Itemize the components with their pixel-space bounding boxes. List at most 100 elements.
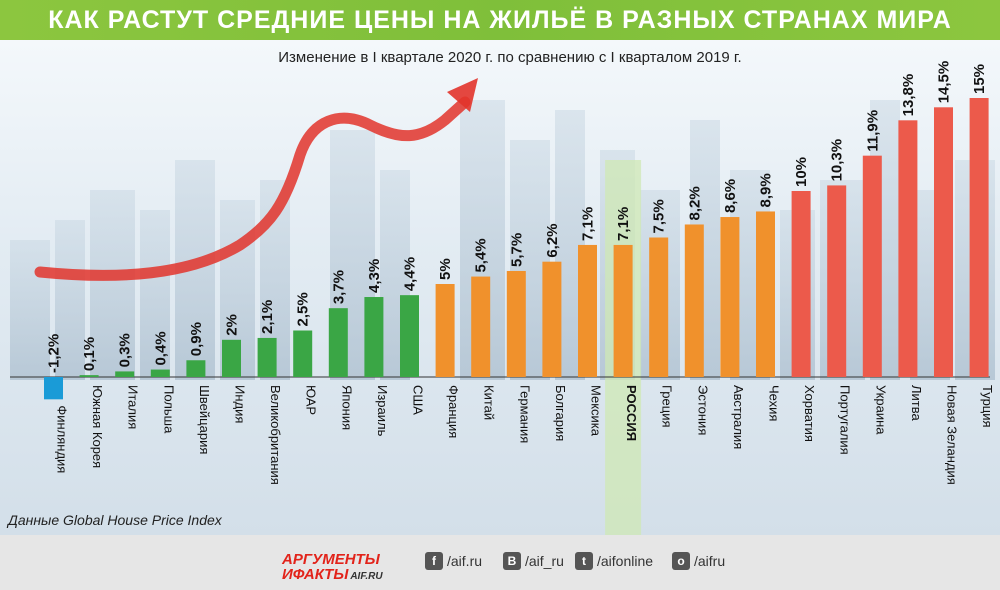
bar-россия	[613, 244, 633, 377]
social-odnoklassniki[interactable]: o /aifru	[672, 551, 725, 571]
bar-италия	[115, 371, 135, 377]
bar-чехия	[756, 211, 775, 377]
bar-китай	[471, 276, 491, 377]
value-label-болгария: 6,2%	[544, 223, 561, 257]
aif-logo-domain: AIF.RU	[350, 571, 383, 582]
facebook-handle: /aif.ru	[447, 553, 483, 569]
category-label-швейцария: Швейцария	[197, 385, 212, 454]
value-label-португалия: 10,3%	[829, 139, 846, 182]
value-label-великобритания: 2,1%	[259, 300, 276, 334]
value-labels: -1,2% 0,1% 0,3% 0,4% 0,9% 2% 2,1% 2,5% 3,7% 4,3% 4…	[46, 61, 989, 373]
bar-литва	[898, 120, 918, 377]
value-label-швейцария: 0,9%	[188, 322, 205, 356]
aif-logo-line1: АРГУМЕНТЫ	[282, 551, 380, 568]
bar-болгария	[542, 261, 562, 377]
twitter-icon: t	[575, 552, 593, 570]
category-label-австралия: Австралия	[731, 385, 746, 449]
chart-title: КАК РАСТУТ СРЕДНИЕ ЦЕНЫ НА ЖИЛЬЁ В РАЗНЫ…	[48, 6, 952, 34]
category-label-израиль: Израиль	[375, 385, 390, 437]
bar-франция	[435, 284, 455, 377]
bar-юар	[293, 330, 313, 377]
category-label-китай: Китай	[482, 385, 497, 420]
value-label-австралия: 8,6%	[722, 179, 739, 213]
title-bar	[0, 0, 1000, 40]
chart-area: Изменение в I квартале 2020 г. по сравне…	[0, 40, 1000, 535]
vk-handle: /aif_ru	[525, 553, 564, 569]
trend-arrow	[34, 96, 471, 281]
category-label-франция: Франция	[446, 385, 461, 438]
social-facebook[interactable]: f /aif.ru	[425, 551, 482, 571]
social-vk[interactable]: B /aif_ru	[503, 551, 564, 571]
value-label-юар: 2,5%	[295, 292, 312, 326]
bar-турция	[969, 98, 989, 377]
category-label-чехия: Чехия	[767, 385, 782, 421]
category-label-финляндия: Финляндия	[55, 405, 70, 473]
value-label-индия: 2%	[224, 314, 241, 336]
bar-южная-корея	[79, 375, 99, 377]
category-label-сша: США	[411, 385, 426, 415]
category-label-индия: Индия	[233, 385, 248, 423]
chart-subtitle: Изменение в I квартале 2020 г. по сравне…	[278, 49, 741, 66]
data-source: Данные Global House Price Index	[8, 512, 222, 528]
category-label-италия: Италия	[126, 385, 141, 429]
bar-польша	[150, 369, 170, 377]
value-label-италия: 0,3%	[117, 333, 134, 367]
category-label-япония: Япония	[339, 385, 354, 430]
bar-индия	[222, 339, 241, 377]
bar-эстония	[684, 224, 704, 377]
category-label-новая-зеландия: Новая Зеландия	[945, 385, 960, 485]
bar-португалия	[827, 185, 847, 377]
bar-chart: Изменение в I квартале 2020 г. по сравне…	[10, 49, 996, 535]
value-label-израиль: 4,3%	[366, 259, 383, 293]
value-label-греция: 7,5%	[651, 199, 668, 233]
bar-украина	[862, 155, 882, 377]
bar-германия	[506, 270, 526, 377]
value-label-китай: 5,4%	[473, 238, 490, 272]
value-label-япония: 3,7%	[330, 270, 347, 304]
footer	[0, 535, 1000, 590]
value-label-финляндия: -1,2%	[46, 334, 63, 373]
value-label-германия: 5,7%	[508, 233, 525, 267]
bar-новая-зеландия	[934, 107, 953, 378]
value-label-чехия: 8,9%	[758, 173, 775, 207]
social-twitter[interactable]: t /aifonline	[575, 551, 653, 571]
trend-arrow-head	[447, 78, 478, 112]
bar-хорватия	[791, 191, 811, 377]
value-label-турция: 15%	[971, 64, 988, 94]
value-label-франция: 5%	[437, 258, 454, 280]
category-label-болгария: Болгария	[553, 385, 568, 441]
value-label-сша: 4,4%	[402, 257, 419, 291]
bar-австралия	[720, 217, 740, 377]
bars	[44, 98, 989, 400]
value-label-мексика: 7,1%	[580, 207, 597, 241]
bar-израиль	[364, 297, 384, 377]
value-label-россия: 7,1%	[615, 207, 632, 241]
twitter-handle: /aifonline	[597, 553, 654, 569]
bar-великобритания	[257, 337, 277, 377]
bar-мексика	[578, 244, 597, 377]
bar-греция	[649, 237, 669, 377]
aif-logo-line2: ИФАКТЫ	[282, 566, 349, 583]
category-label-мексика: Мексика	[589, 385, 604, 437]
category-label-германия: Германия	[517, 385, 532, 443]
value-label-новая-зеландия: 14,5%	[936, 61, 953, 104]
bar-япония	[328, 308, 348, 377]
bar-сша	[400, 295, 419, 377]
value-label-эстония: 8,2%	[686, 186, 703, 220]
category-label-великобритания: Великобритания	[268, 385, 283, 485]
category-label-польша: Польша	[161, 385, 176, 434]
value-label-польша: 0,4%	[152, 331, 169, 365]
category-label-россия: РОССИЯ	[624, 385, 639, 441]
category-label-литва: Литва	[909, 385, 924, 422]
category-labels: Финляндия Южная Корея Италия Польша Швейцари…	[55, 385, 996, 485]
category-label-украина: Украина	[873, 385, 888, 435]
value-label-хорватия: 10%	[793, 157, 810, 187]
value-label-литва: 13,8%	[900, 74, 917, 117]
category-label-эстония: Эстония	[695, 385, 710, 435]
bar-швейцария	[186, 360, 206, 377]
aif-logo: АРГУМЕНТЫ ИФАКТЫ AIF.RU	[282, 552, 383, 584]
category-label-южная-корея: Южная Корея	[90, 385, 105, 468]
facebook-icon: f	[425, 552, 443, 570]
odnoklassniki-icon: o	[672, 552, 690, 570]
category-label-греция: Греция	[660, 385, 675, 428]
